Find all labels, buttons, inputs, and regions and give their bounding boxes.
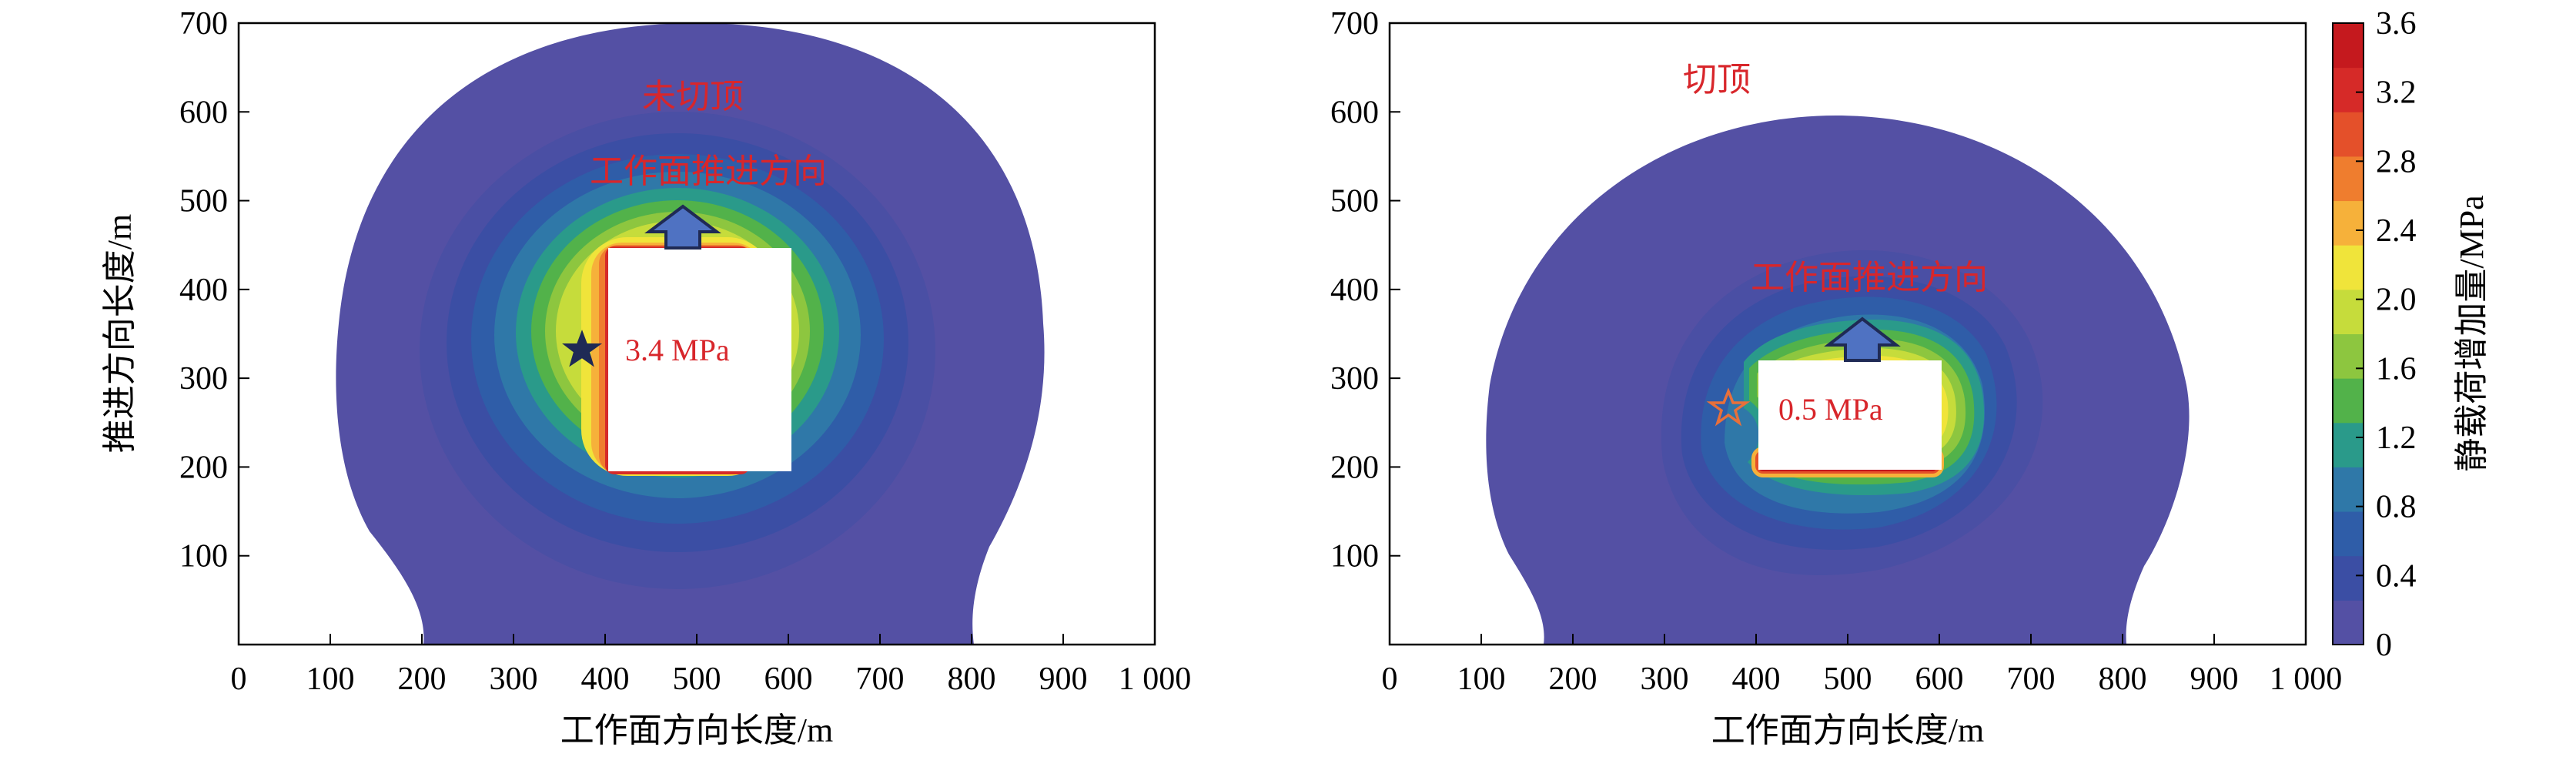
colorbar-frame — [2332, 22, 2364, 645]
right-x-tick-label: 100 — [1457, 662, 1506, 697]
left-y-tick-label: 600 — [179, 95, 228, 130]
colorbar-swatch — [2333, 245, 2364, 290]
left-axes: 0 100 200 300 400 500 600 700 800 900 1 000 100 200 3… — [179, 6, 1191, 697]
left-x-tick-label: 0 — [231, 662, 247, 697]
colorbar-tick-label: 2.0 — [2376, 283, 2417, 318]
left-y-tick-label: 100 — [179, 539, 228, 574]
colorbar-swatch — [2333, 333, 2364, 379]
left-x-tick-label: 100 — [306, 662, 355, 697]
right-x-axis-label: 工作面方向长度/m — [1711, 712, 1984, 749]
left-x-tick-label: 400 — [581, 662, 630, 697]
right-top-label: 切顶 — [1683, 61, 1751, 99]
right-y-tick-label: 200 — [1330, 450, 1379, 485]
colorbar-swatches — [2333, 23, 2364, 645]
colorbar-tick-label: 3.2 — [2376, 75, 2417, 111]
left-y-axis-label: 推进方向长度/m — [101, 214, 139, 453]
colorbar-swatch — [2333, 156, 2364, 202]
right-star-marker — [1706, 387, 1751, 427]
right-x-tick-label: 700 — [2007, 662, 2056, 697]
colorbar-swatch — [2333, 289, 2364, 334]
right-y-tick-label: 600 — [1330, 95, 1379, 130]
left-field — [336, 23, 1045, 645]
colorbar-tick-label: 0.8 — [2376, 490, 2417, 525]
colorbar-tick-label: 2.8 — [2376, 144, 2417, 179]
colorbar-swatch — [2333, 200, 2364, 246]
colorbar-tick-label: 1.6 — [2376, 351, 2417, 387]
left-x-tick-label: 700 — [856, 662, 905, 697]
right-y-tick-label: 700 — [1330, 6, 1379, 42]
right-x-tick-label: 500 — [1824, 662, 1872, 697]
colorbar-swatch — [2333, 112, 2364, 157]
colorbar-ticks: 0 0.4 0.8 1.2 1.6 2.0 2.4 2.8 3.2 3.6 — [2356, 6, 2417, 663]
colorbar-swatch — [2333, 23, 2364, 69]
left-peak-label: 3.4 MPa — [625, 333, 730, 367]
right-direction-label: 工作面推进方向 — [1751, 259, 1988, 296]
colorbar-swatch — [2333, 600, 2364, 645]
left-y-tick-label: 400 — [179, 273, 228, 308]
right-y-tick-label: 500 — [1330, 184, 1379, 219]
colorbar-swatch — [2333, 555, 2364, 601]
right-axes: 0 100 200 300 400 500 600 700 800 900 1 000 100 200 3… — [1330, 6, 2342, 697]
right-x-tick-label: 1 000 — [2270, 662, 2343, 697]
right-field — [1486, 116, 2190, 645]
right-y-tick-label: 100 — [1330, 539, 1379, 574]
colorbar-tick-label: 1.2 — [2376, 420, 2417, 456]
colorbar-label: 静载荷增加量/MPa — [2453, 195, 2491, 471]
left-x-axis-label: 工作面方向长度/m — [560, 712, 833, 749]
right-goaf — [1758, 360, 1942, 470]
left-y-tick-label: 300 — [179, 361, 228, 397]
right-x-tick-label: 0 — [1382, 662, 1398, 697]
colorbar-swatch — [2333, 511, 2364, 557]
right-x-tick-label: 800 — [2099, 662, 2147, 697]
left-goaf — [608, 248, 791, 471]
left-x-tick-label: 300 — [490, 662, 538, 697]
colorbar-tick-label: 0 — [2376, 628, 2392, 663]
right-x-tick-label: 200 — [1549, 662, 1597, 697]
colorbar-swatch — [2333, 378, 2364, 424]
left-top-label: 未切顶 — [642, 78, 744, 116]
left-x-tick-label: 200 — [398, 662, 447, 697]
colorbar: 0 0.4 0.8 1.2 1.6 2.0 2.4 2.8 3.2 3.6 静载荷增加量/MPa — [2332, 6, 2491, 663]
left-direction-label: 工作面推进方向 — [590, 152, 827, 190]
right-x-tick-label: 300 — [1641, 662, 1689, 697]
panel-right: 0.5 MPa 切顶 工作面推进方向 0 100 200 300 400 500 600 70… — [1330, 6, 2342, 749]
left-x-tick-label: 500 — [673, 662, 721, 697]
left-advance-arrow — [644, 204, 721, 250]
right-peak-label: 0.5 MPa — [1778, 392, 1883, 427]
colorbar-tick-label: 2.4 — [2376, 213, 2417, 249]
colorbar-swatch — [2333, 67, 2364, 112]
right-x-tick-label: 600 — [1915, 662, 1964, 697]
left-y-tick-label: 500 — [179, 184, 228, 219]
left-star-marker — [562, 330, 603, 367]
panel-left: 3.4 MPa 未切顶 工作面推进方向 0 100 200 300 400 500 600 7… — [101, 6, 1191, 749]
left-y-tick-label: 200 — [179, 450, 228, 485]
colorbar-tick-label: 3.6 — [2376, 6, 2417, 42]
right-y-tick-label: 300 — [1330, 361, 1379, 397]
colorbar-tick-label: 0.4 — [2376, 558, 2417, 594]
colorbar-swatch — [2333, 467, 2364, 512]
colorbar-swatch — [2333, 422, 2364, 467]
right-y-tick-label: 400 — [1330, 273, 1379, 308]
right-advance-arrow — [1824, 317, 1901, 362]
left-x-tick-label: 600 — [764, 662, 813, 697]
left-y-tick-label: 700 — [179, 6, 228, 42]
left-x-tick-label: 900 — [1039, 662, 1088, 697]
left-x-tick-label: 1 000 — [1119, 662, 1192, 697]
right-x-tick-label: 400 — [1732, 662, 1781, 697]
right-x-tick-label: 900 — [2190, 662, 2239, 697]
left-x-tick-label: 800 — [948, 662, 996, 697]
